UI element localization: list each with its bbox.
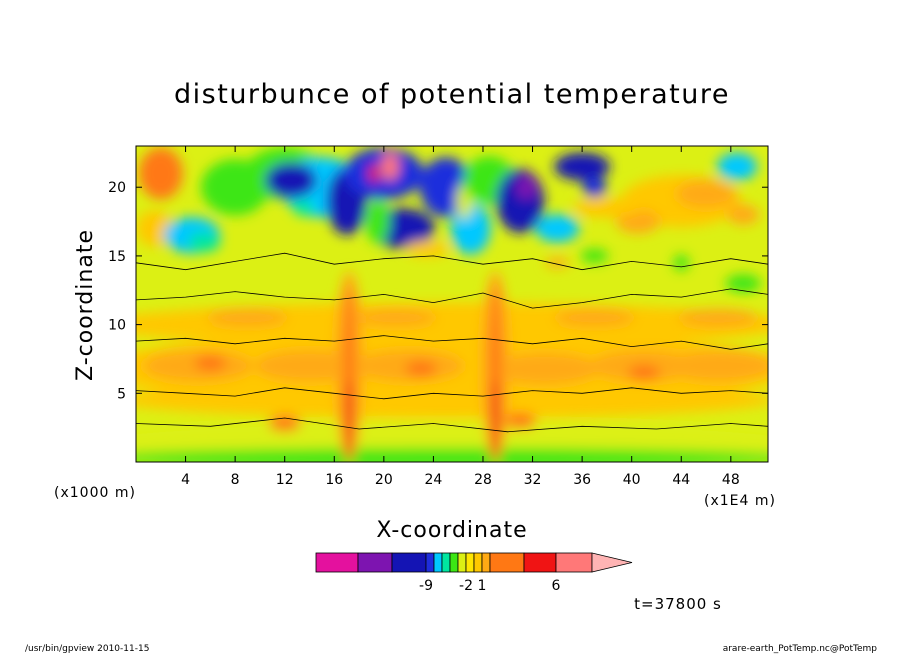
x-tick-label: 40: [623, 472, 641, 488]
contour-region: [535, 214, 580, 243]
contour-line: [136, 288, 768, 309]
chart-title: disturbunce of potential temperature: [174, 79, 730, 110]
contour-region: [717, 152, 758, 181]
colorbar-label: 6: [552, 578, 561, 594]
x-axis-label: X-coordinate: [376, 518, 527, 543]
contour-region: [365, 199, 390, 244]
y-axis-label: Z-coordinate: [73, 229, 98, 381]
colorbar-label: 1: [478, 578, 487, 594]
contour-region: [293, 199, 314, 216]
colorbar-swatch: [433, 552, 443, 573]
y-tick-label: 5: [117, 386, 126, 402]
contour-region: [727, 204, 760, 225]
x-tick-label: 8: [231, 472, 240, 488]
colorbar-label: -2: [459, 578, 473, 594]
x-tick-label: 24: [424, 472, 442, 488]
plot-frame: [135, 145, 769, 463]
contour-region: [676, 180, 737, 209]
contour-region: [405, 360, 438, 377]
contour-region: [489, 352, 600, 385]
colorbar-swatch: [465, 552, 475, 573]
x-tick-label: 16: [325, 472, 343, 488]
contour-region: [572, 197, 641, 218]
contour-field: [136, 146, 768, 462]
x-tick-label: 32: [524, 472, 542, 488]
contour-region: [504, 412, 537, 429]
colorbar-swatch: [425, 552, 435, 573]
y-tick-label: 20: [108, 180, 126, 196]
contour-region: [554, 152, 611, 181]
contour-line: [136, 335, 768, 350]
contour-region: [580, 248, 609, 263]
contour-lines: [136, 252, 768, 433]
time-label: t=37800 s: [634, 595, 722, 613]
contour-region: [678, 308, 759, 327]
x-tick-label: 28: [474, 472, 492, 488]
contour-region: [264, 162, 317, 199]
colorbar-extend-arrow: [591, 552, 633, 573]
contour-region: [368, 164, 379, 183]
contour-region: [491, 380, 500, 461]
y-axis: 5 10 15 20: [108, 180, 768, 402]
contour-line: [136, 417, 768, 433]
colorbar-swatch: [449, 552, 459, 573]
contour-region: [516, 175, 537, 200]
contour-region: [554, 308, 635, 327]
contour-region: [194, 355, 227, 372]
colorbar-swatch: [555, 552, 593, 573]
colorbar-swatch: [391, 552, 427, 573]
colorbar-swatch: [481, 552, 491, 573]
colorbar-swatch: [441, 552, 451, 573]
contour-region: [663, 349, 768, 382]
x-tick-label: 4: [181, 472, 190, 488]
contour-region: [405, 241, 450, 258]
y-unit-label: (x1000 m): [54, 485, 136, 501]
x-tick-label: 48: [722, 472, 740, 488]
contour-line: [136, 387, 768, 400]
contour-line: [136, 252, 768, 271]
contour-region: [136, 382, 768, 419]
y-tick-label: 15: [108, 249, 126, 265]
contour-region: [582, 177, 607, 198]
colorbar: -9 -2 1 6: [315, 552, 633, 594]
contour-region: [356, 308, 437, 327]
x-axis: 4 8 12 16 20 24 28 32 36 40 44 48: [181, 146, 740, 488]
colorbar-swatch: [523, 552, 557, 573]
colorbar-swatch: [457, 552, 467, 573]
x-tick-label: 44: [672, 472, 690, 488]
colorbar-swatch: [315, 552, 359, 573]
contour-region: [138, 147, 183, 200]
contour-region: [673, 254, 690, 271]
colorbar-swatch: [473, 552, 483, 573]
contour-region: [188, 232, 221, 253]
contour-region: [136, 210, 173, 247]
x-tick-label: 36: [573, 472, 591, 488]
contour-region: [725, 274, 762, 293]
colorbar-swatch: [357, 552, 393, 573]
x-tick-label: 20: [375, 472, 393, 488]
contour-region: [628, 364, 661, 381]
y-tick-label: 10: [108, 318, 126, 334]
contour-region: [136, 447, 768, 462]
x-tick-label: 12: [276, 472, 294, 488]
colorbar-swatch: [489, 552, 525, 573]
contour-region: [345, 380, 354, 461]
colorbar-label: -9: [419, 578, 433, 594]
x-unit-label: (x1E4 m): [704, 493, 776, 509]
footer-left: /usr/bin/gpview 2010-11-15: [25, 644, 149, 654]
contour-region: [207, 308, 288, 327]
footer-right: arare-earth_PotTemp.nc@PotTemp: [723, 644, 878, 654]
contour-region: [381, 152, 400, 181]
